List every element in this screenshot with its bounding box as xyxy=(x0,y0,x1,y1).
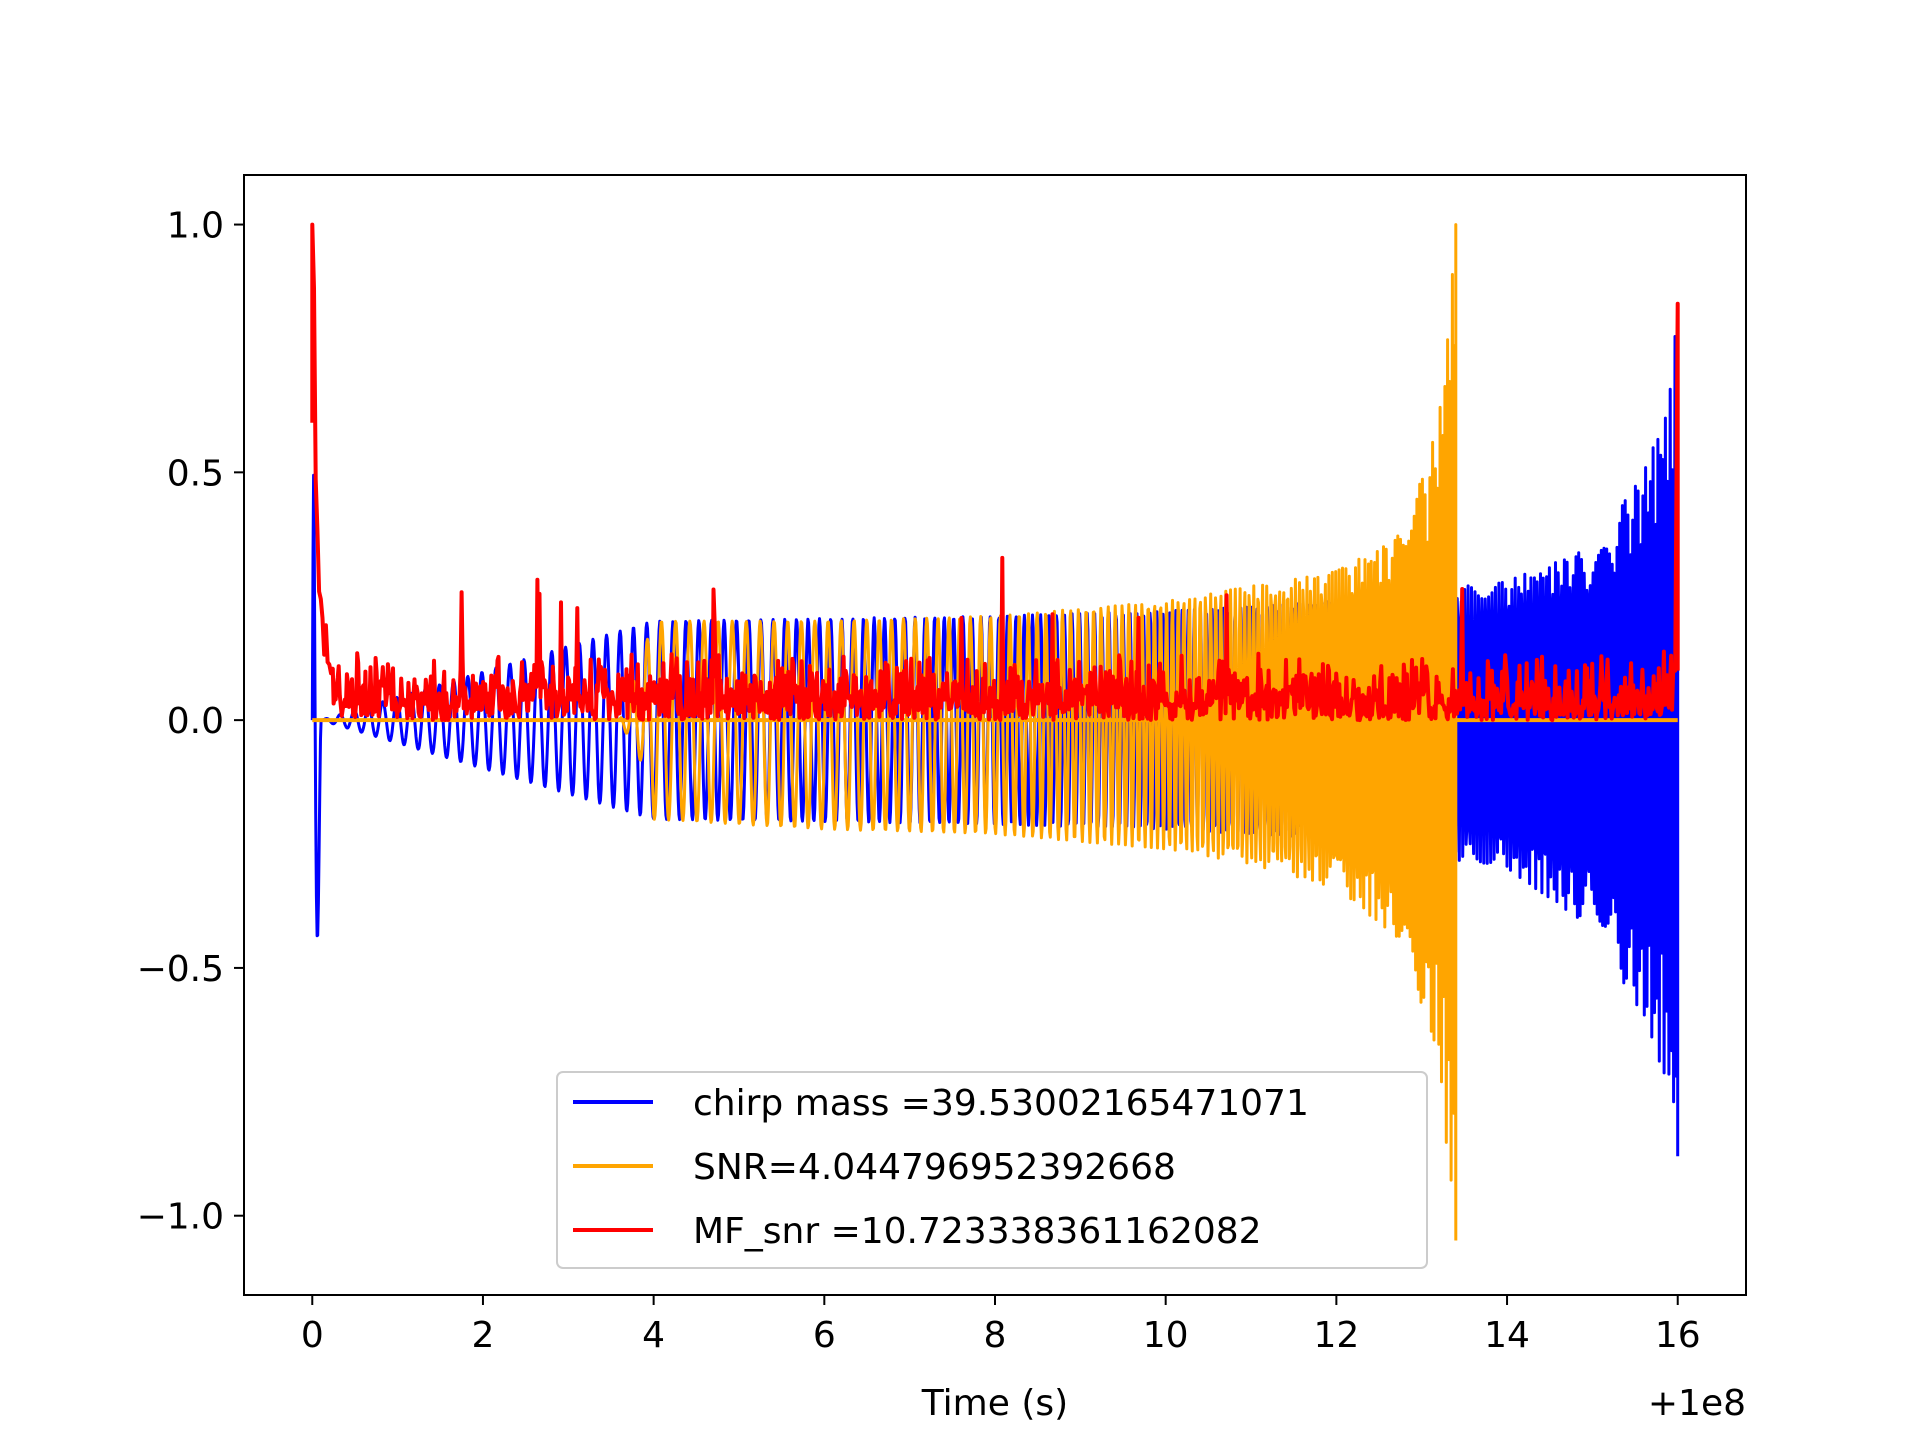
series-layer xyxy=(310,222,1680,1241)
x-tick-label: 6 xyxy=(813,1315,836,1356)
x-tick-label: 14 xyxy=(1484,1315,1530,1356)
legend-label-0: chirp mass =39.53002165471071 xyxy=(693,1083,1309,1124)
x-tick-label: 16 xyxy=(1655,1315,1701,1356)
legend-label-1: SNR=4.044796952392668 xyxy=(693,1147,1176,1188)
x-tick-label: 2 xyxy=(472,1315,495,1356)
y-axis: −1.0 −0.5 0.0 0.5 1.0 xyxy=(137,206,244,1238)
y-tick-label: 1.0 xyxy=(167,206,224,247)
legend: chirp mass =39.53002165471071 SNR=4.04479… xyxy=(556,1071,1428,1269)
y-tick-label: −1.0 xyxy=(137,1197,224,1238)
legend-box xyxy=(556,1071,1428,1269)
y-tick-label: −0.5 xyxy=(137,949,224,990)
legend-label-2: MF_snr =10.723338361162082 xyxy=(693,1211,1262,1252)
series-line-1 xyxy=(618,223,1458,1241)
y-tick-label: 0.5 xyxy=(167,453,224,494)
x-axis-label: Time (s) xyxy=(921,1383,1068,1424)
x-tick-label: 8 xyxy=(984,1315,1007,1356)
y-tick-label: 0.0 xyxy=(167,701,224,742)
x-tick-label: 0 xyxy=(301,1315,324,1356)
series-line-2 xyxy=(310,222,1680,723)
x-axis: 0 2 4 6 8 10 12 14 16 xyxy=(301,1295,1701,1356)
x-tick-label: 4 xyxy=(642,1315,665,1356)
x-tick-label: 12 xyxy=(1313,1315,1359,1356)
x-tick-label: 10 xyxy=(1143,1315,1189,1356)
x-offset-label: +1e8 xyxy=(1648,1383,1746,1424)
